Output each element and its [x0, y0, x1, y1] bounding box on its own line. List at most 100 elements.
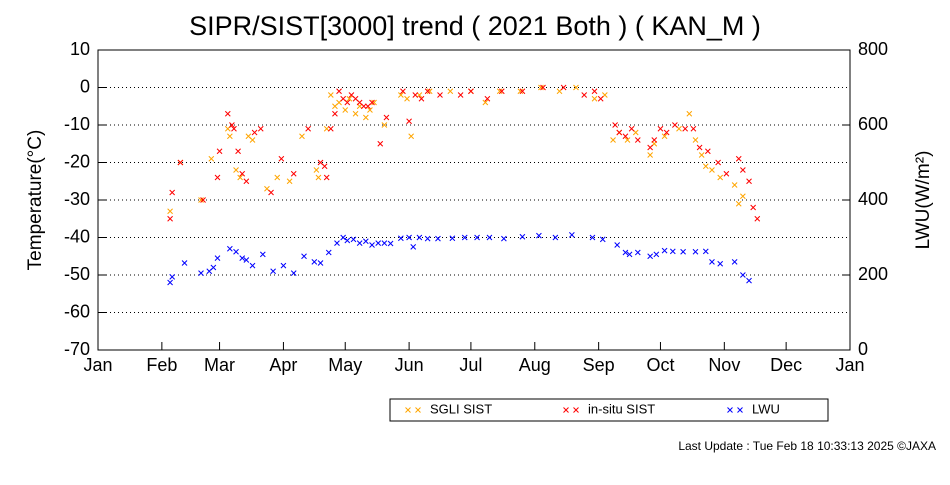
point: [200, 197, 206, 203]
point: [214, 174, 221, 181]
point: [682, 125, 689, 132]
point: [591, 88, 598, 95]
point: [731, 182, 738, 188]
point: [552, 234, 559, 241]
point: [731, 259, 738, 265]
point: [614, 242, 621, 248]
point: [400, 88, 406, 95]
point: [231, 125, 237, 132]
point: [290, 270, 297, 276]
x-tick-label: Feb: [146, 355, 177, 375]
point: [717, 174, 724, 181]
point: [369, 99, 375, 106]
point: [686, 110, 693, 117]
point: [426, 88, 433, 95]
point: [599, 236, 606, 243]
point: [416, 92, 423, 98]
point: [239, 255, 246, 261]
point: [498, 88, 505, 95]
point: [634, 249, 641, 256]
point: [624, 137, 631, 143]
point: [224, 110, 231, 117]
x-tick-label: Apr: [269, 355, 297, 375]
point: [311, 259, 318, 265]
point: [735, 200, 742, 207]
point: [323, 125, 330, 132]
point: [216, 148, 223, 155]
point: [468, 88, 474, 95]
legend-marker: [405, 407, 421, 413]
point: [268, 189, 274, 196]
point: [672, 122, 678, 128]
point: [210, 264, 217, 271]
point: [327, 92, 334, 98]
point: [406, 118, 412, 125]
point: [519, 88, 526, 95]
point: [653, 251, 660, 258]
point: [198, 270, 204, 276]
point: [437, 92, 443, 98]
legend-marker: [563, 407, 579, 413]
point: [474, 234, 480, 241]
point: [740, 167, 746, 173]
x-tick-label: Mar: [204, 355, 235, 375]
point: [169, 189, 176, 196]
point: [235, 148, 241, 155]
point: [435, 235, 441, 242]
point: [740, 193, 746, 200]
point: [501, 235, 507, 242]
point: [198, 197, 204, 203]
point: [381, 122, 388, 128]
point: [754, 215, 761, 222]
point: [412, 92, 419, 98]
y-tick-label: -10: [64, 114, 90, 134]
point: [661, 247, 668, 254]
point: [243, 257, 250, 263]
point: [612, 122, 618, 128]
y-tick-label: -20: [64, 151, 90, 171]
point: [325, 249, 332, 256]
point: [589, 234, 596, 241]
point: [237, 174, 244, 181]
point: [323, 174, 330, 181]
point: [344, 99, 351, 106]
point: [299, 133, 305, 140]
point: [647, 152, 654, 158]
point: [243, 178, 250, 185]
point: [447, 88, 454, 95]
point: [702, 163, 709, 170]
point: [573, 84, 579, 91]
point: [344, 237, 351, 244]
point: [233, 167, 239, 173]
point: [377, 140, 384, 147]
point: [249, 262, 256, 269]
point: [690, 125, 697, 132]
point: [626, 251, 633, 258]
point: [696, 144, 703, 151]
point: [167, 279, 173, 286]
point: [280, 262, 287, 269]
point: [274, 174, 281, 181]
point: [233, 248, 239, 255]
point: [661, 133, 668, 140]
y-tick-label: 10: [70, 39, 90, 59]
point: [321, 163, 328, 170]
point: [381, 240, 388, 246]
x-tick-label: Jan: [83, 355, 112, 375]
x-tick-label: Jul: [459, 355, 482, 375]
point: [591, 95, 598, 102]
y-tick-label: -50: [64, 264, 90, 284]
point: [698, 152, 705, 158]
point: [628, 125, 635, 132]
point: [746, 277, 752, 284]
y2-axis-label: LWU(W/m²): [913, 151, 934, 250]
point: [259, 251, 266, 258]
point: [334, 240, 340, 246]
footer: Last Update : Tue Feb 18 10:33:13 2025 ©…: [678, 439, 936, 453]
point: [663, 129, 670, 136]
point: [418, 95, 425, 102]
point: [404, 95, 410, 102]
point: [257, 125, 264, 132]
x-tick-label: Jan: [835, 355, 864, 375]
